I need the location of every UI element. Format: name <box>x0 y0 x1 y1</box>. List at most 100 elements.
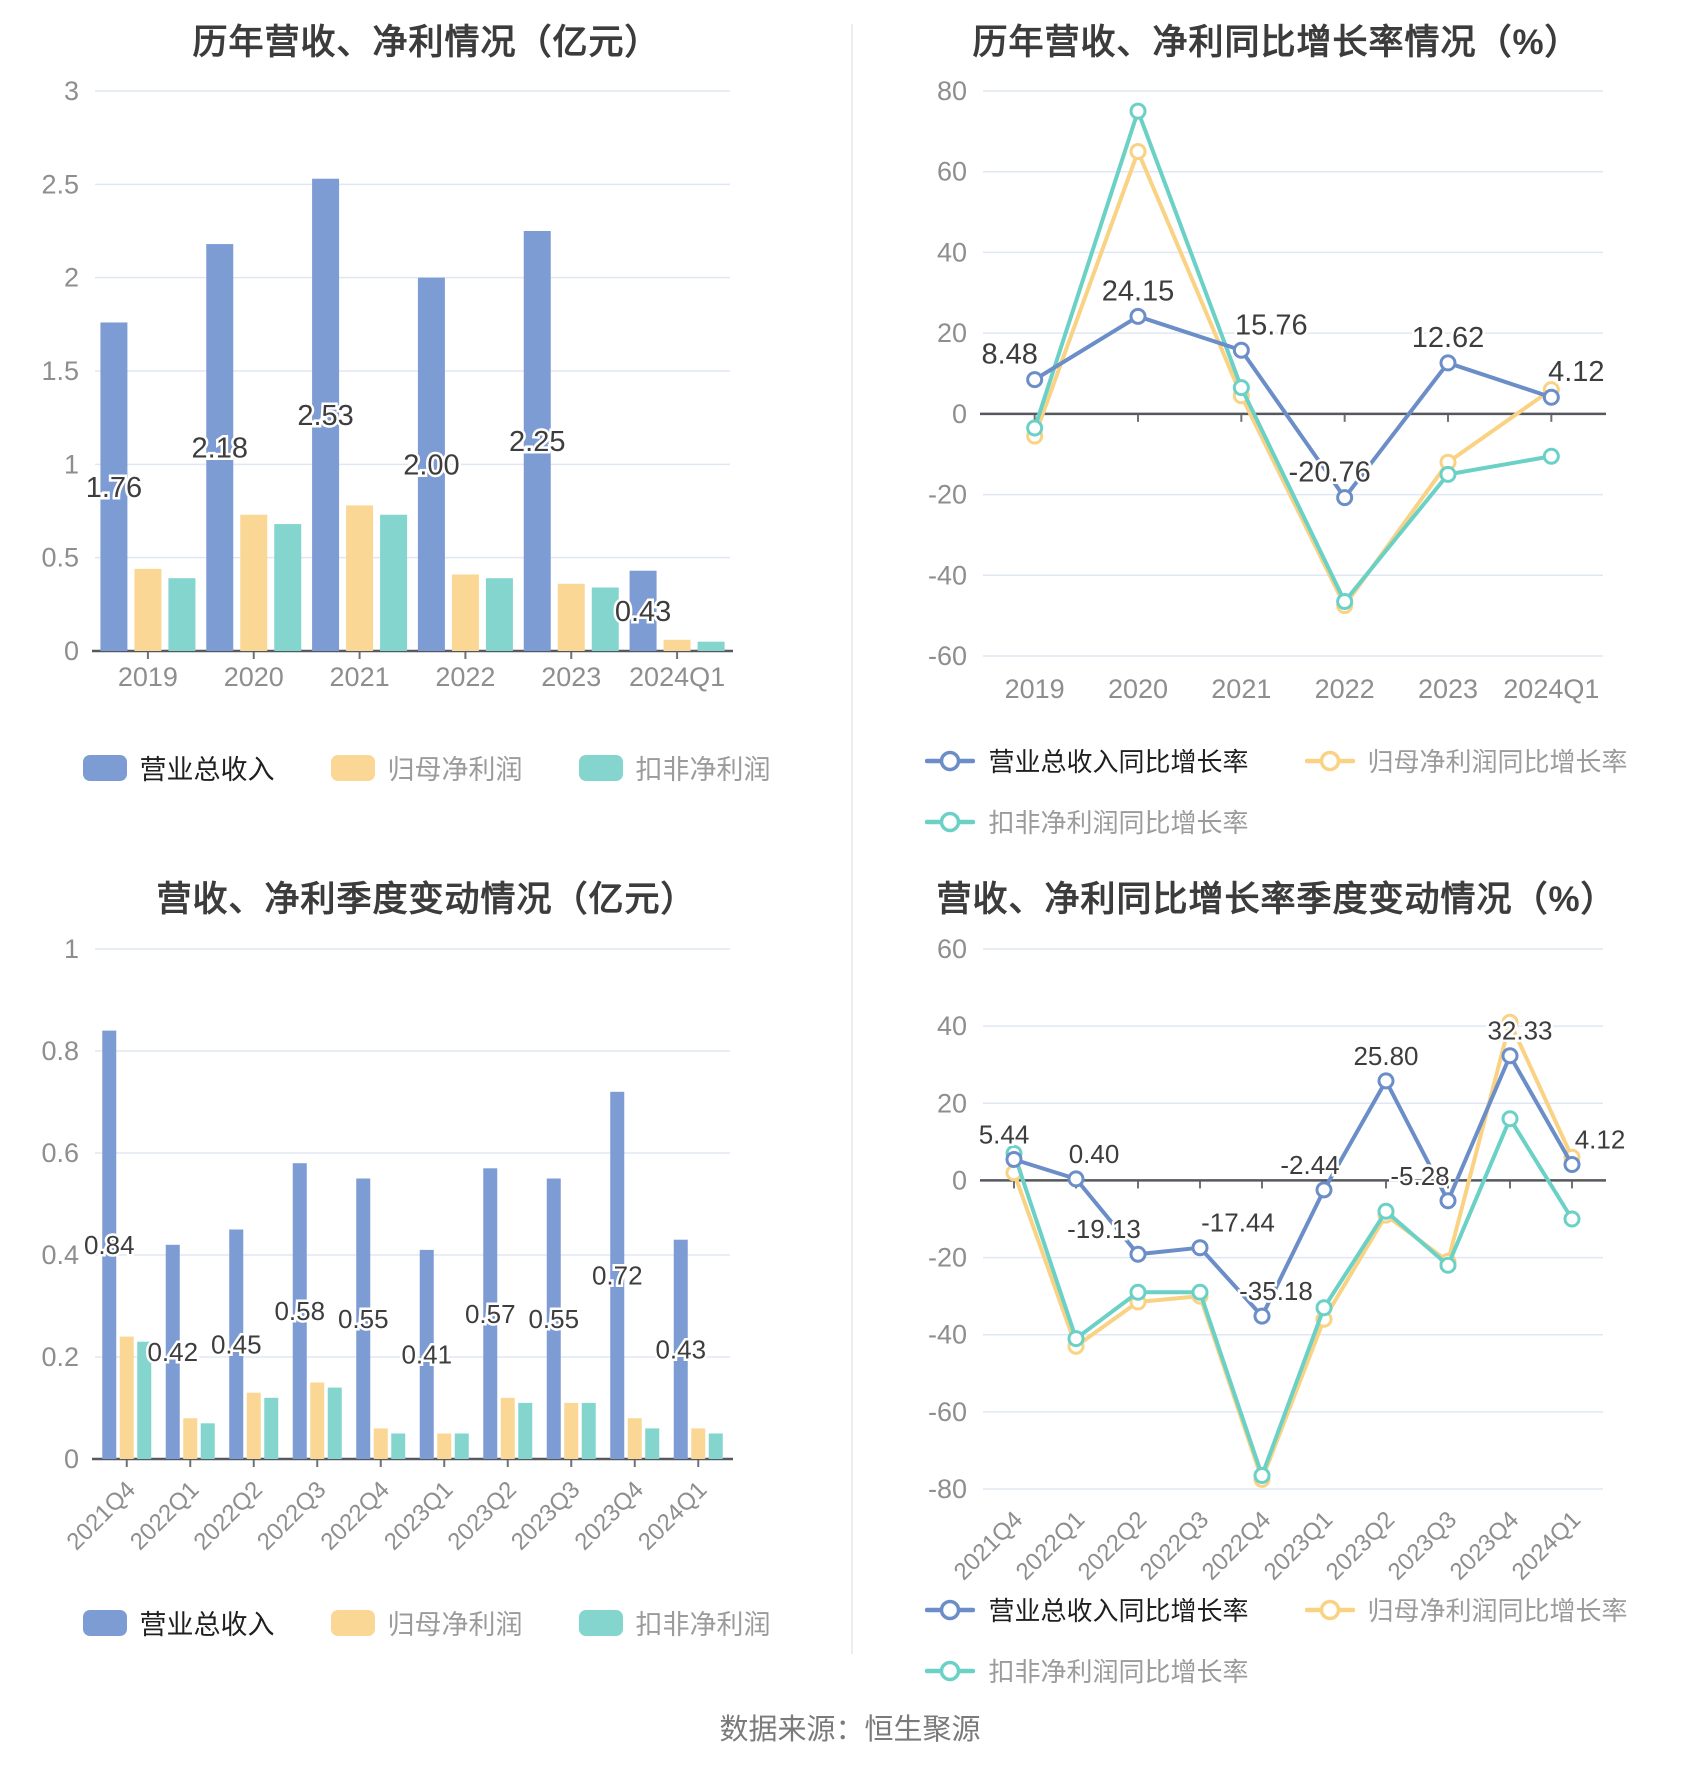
svg-text:-40: -40 <box>928 1320 967 1350</box>
line-marker-icon <box>925 1599 976 1620</box>
svg-text:-20: -20 <box>928 1243 967 1273</box>
svg-text:0: 0 <box>64 636 79 666</box>
svg-text:2.53: 2.53 <box>297 400 353 432</box>
svg-text:2022Q4: 2022Q4 <box>316 1476 395 1555</box>
legend-label: 归母净利润同比增长率 <box>1367 747 1628 777</box>
legend-item-series-1[interactable]: 归母净利润同比增长率 <box>1304 1591 1628 1628</box>
legend-item-series-0[interactable]: 营业总收入 <box>82 748 275 787</box>
legend-item-series-2[interactable]: 扣非净利润 <box>578 748 771 787</box>
svg-text:2023Q4: 2023Q4 <box>570 1476 649 1555</box>
svg-text:80: 80 <box>937 76 967 106</box>
legend-row: 扣非净利润同比增长率 <box>925 803 1249 840</box>
svg-text:-20.76: -20.76 <box>1289 457 1371 489</box>
svg-text:2023Q3: 2023Q3 <box>506 1476 585 1555</box>
chart-title-quarterly-growth: 营收、净利同比增长率季度变动情况（%） <box>936 880 1617 919</box>
svg-text:3: 3 <box>64 76 79 106</box>
legend-rows: 营业总收入 归母净利润 扣非净利润 <box>82 748 771 787</box>
svg-text:15.76: 15.76 <box>1235 309 1308 341</box>
svg-text:0.4: 0.4 <box>41 1240 79 1270</box>
legend-yearly-growth: 营业总收入同比增长率 归母净利润同比增长率 扣非净利润同比增长率 <box>853 742 1700 840</box>
svg-text:2022Q2: 2022Q2 <box>189 1476 268 1555</box>
column-divider <box>851 24 853 1654</box>
bar-marker-icon <box>330 754 375 781</box>
chart-canvas-yearly-growth: -60 -40 -20 0 20 40 60 80 8.48 24.15 15.76 -20.76 12… <box>853 66 1700 726</box>
svg-text:-5.28: -5.28 <box>1390 1161 1449 1191</box>
line-series-0 <box>1026 307 1560 507</box>
legend-label: 扣非净利润 <box>635 1610 771 1640</box>
svg-text:2023: 2023 <box>541 662 601 692</box>
svg-text:60: 60 <box>937 157 967 187</box>
bar-marker-icon <box>578 1609 623 1636</box>
bar-series-1 <box>134 505 691 651</box>
svg-text:0.57: 0.57 <box>465 1299 516 1329</box>
line-marker-icon <box>1304 750 1355 771</box>
axis-ticks <box>125 1460 700 1467</box>
bar-series-0 <box>100 178 657 652</box>
svg-text:0.72: 0.72 <box>592 1261 643 1291</box>
legend-label: 营业总收入 <box>139 1610 275 1640</box>
svg-text:0.84: 0.84 <box>84 1230 135 1260</box>
legend-yearly-amounts: 营业总收入 归母净利润 扣非净利润 <box>0 748 853 787</box>
svg-text:2020: 2020 <box>224 662 284 692</box>
legend-row: 营业总收入同比增长率 归母净利润同比增长率 <box>925 742 1628 779</box>
legend-item-series-0[interactable]: 营业总收入 <box>82 1603 275 1642</box>
legend-item-series-2[interactable]: 扣非净利润同比增长率 <box>925 1652 1249 1689</box>
line-value-labels: 8.48 24.15 15.76 -20.76 12.62 4.12 <box>979 273 1607 491</box>
legend-label: 扣非净利润同比增长率 <box>988 1657 1249 1687</box>
svg-text:-60: -60 <box>928 641 967 671</box>
bar-marker-icon <box>82 754 127 781</box>
yearly-amounts-plot: 00.511.522.531.762.182.532.002.250.43201… <box>41 76 733 692</box>
legend-label: 营业总收入同比增长率 <box>988 747 1249 777</box>
svg-text:2023Q2: 2023Q2 <box>1321 1506 1400 1585</box>
legend-rows: 营业总收入同比增长率 归母净利润同比增长率 扣非净利润同比增长率 <box>925 1591 1628 1689</box>
bar-value-labels: 0.84 0.42 0.45 0.58 0.55 0.41 0.57 0.55 0.72 0.43 <box>81 1227 708 1372</box>
svg-text:0.2: 0.2 <box>41 1342 79 1372</box>
legend-item-series-0[interactable]: 营业总收入同比增长率 <box>925 1591 1249 1628</box>
svg-text:2022Q1: 2022Q1 <box>125 1476 204 1555</box>
legend-item-series-2[interactable]: 扣非净利润同比增长率 <box>925 803 1249 840</box>
chart-title-yearly-growth: 历年营收、净利同比增长率情况（%） <box>972 23 1581 62</box>
svg-text:2022Q3: 2022Q3 <box>1135 1506 1214 1585</box>
legend-item-series-0[interactable]: 营业总收入同比增长率 <box>925 742 1249 779</box>
bar-series-0 <box>102 1030 688 1459</box>
legend-label: 归母净利润 <box>387 1610 523 1640</box>
svg-text:2021: 2021 <box>1211 674 1271 704</box>
legend-row: 营业总收入 归母净利润 扣非净利润 <box>82 1603 771 1642</box>
svg-text:2024Q1: 2024Q1 <box>629 662 725 692</box>
line-marker-icon <box>925 811 976 832</box>
bar-series-2 <box>137 1341 723 1459</box>
svg-text:20: 20 <box>937 318 967 348</box>
svg-text:2024Q1: 2024Q1 <box>1503 674 1599 704</box>
svg-text:0.55: 0.55 <box>338 1304 389 1334</box>
svg-text:2022Q2: 2022Q2 <box>1073 1506 1152 1585</box>
svg-text:2.5: 2.5 <box>41 169 79 199</box>
svg-text:-60: -60 <box>928 1397 967 1427</box>
chart-canvas-quarterly-amounts: 0 0.2 0.4 0.6 0.8 1 0.84 0.42 0.45 0.58 0.55 0.41 0.… <box>0 939 853 1579</box>
svg-text:0.40: 0.40 <box>1069 1139 1120 1169</box>
legend-item-series-1[interactable]: 归母净利润 <box>330 748 523 787</box>
svg-text:0.45: 0.45 <box>211 1329 262 1359</box>
svg-text:0.42: 0.42 <box>147 1337 198 1367</box>
svg-text:1: 1 <box>64 449 79 479</box>
svg-text:0: 0 <box>952 399 967 429</box>
gridlines: -60 -40 -20 0 20 40 60 80 <box>928 76 1603 671</box>
svg-text:2.00: 2.00 <box>403 449 459 481</box>
line-marker-icon <box>1304 1599 1355 1620</box>
svg-text:-35.18: -35.18 <box>1239 1276 1313 1306</box>
svg-text:1.5: 1.5 <box>41 356 79 386</box>
legend-item-series-2[interactable]: 扣非净利润 <box>578 1603 771 1642</box>
svg-text:2021Q4: 2021Q4 <box>62 1476 141 1555</box>
legend-item-series-1[interactable]: 归母净利润同比增长率 <box>1304 742 1628 779</box>
svg-text:2019: 2019 <box>1005 674 1065 704</box>
svg-text:20: 20 <box>937 1088 967 1118</box>
svg-text:0.6: 0.6 <box>41 1138 79 1168</box>
x-axis-labels: 2019 2020 2021 2022 2023 2024Q1 <box>118 662 725 692</box>
svg-text:0.58: 0.58 <box>274 1296 325 1326</box>
svg-text:1.76: 1.76 <box>86 472 142 504</box>
svg-text:2: 2 <box>64 263 79 293</box>
svg-text:2023: 2023 <box>1418 674 1478 704</box>
legend-item-series-1[interactable]: 归母净利润 <box>330 1603 523 1642</box>
svg-text:2022Q4: 2022Q4 <box>1197 1506 1276 1585</box>
